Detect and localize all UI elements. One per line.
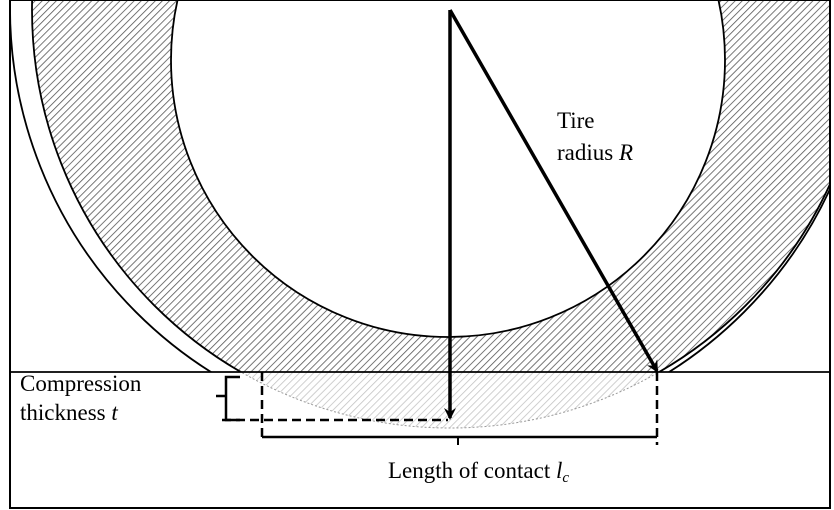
tire [10, 0, 830, 429]
tire-ring [32, 0, 830, 372]
undeformed-edge [240, 372, 660, 429]
radius-arrow [448, 9, 659, 373]
radius-symbol: R [618, 140, 633, 165]
thickness-symbol: t [111, 400, 118, 425]
thickness-word: thickness [20, 400, 106, 425]
frame [9, 0, 831, 509]
compression-brace [216, 375, 240, 422]
thickness-label: thickness t [20, 400, 118, 425]
contact-label: Length of contact lc [388, 458, 569, 486]
compressed-area [10, 372, 830, 428]
contact-symbol: l [556, 458, 562, 483]
tire-label: Tire [557, 108, 595, 133]
outer-edge [31, 0, 830, 372]
contact-subscript: c [562, 470, 569, 486]
contact-words: Length of contact [388, 458, 551, 483]
compression-label: Compression [20, 371, 142, 396]
radius-word: radius [557, 140, 613, 165]
inner-rim [170, 0, 726, 338]
radius-label: radius R [557, 140, 633, 165]
